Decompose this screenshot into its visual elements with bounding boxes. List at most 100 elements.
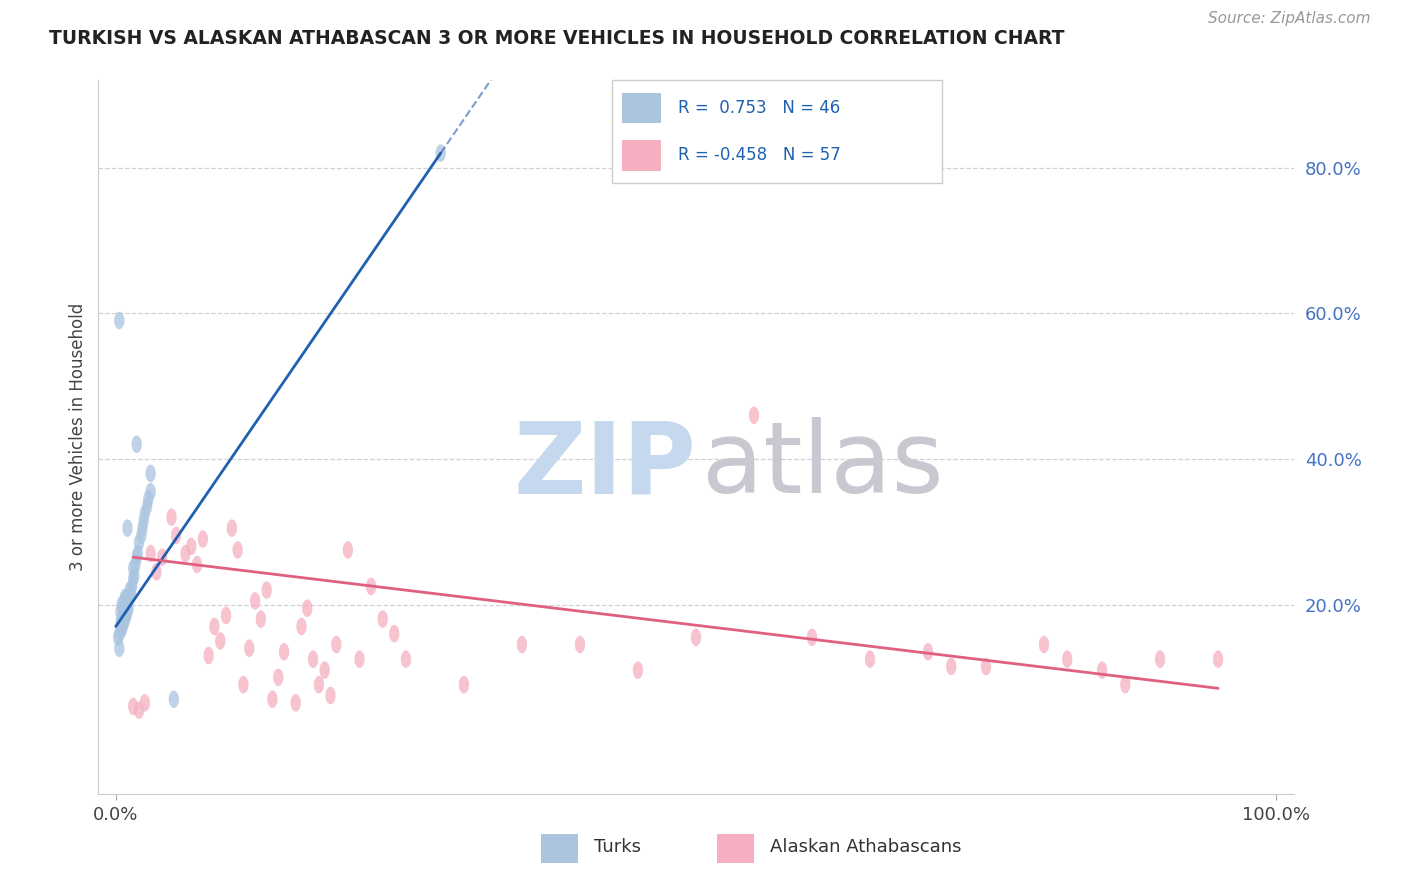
FancyBboxPatch shape <box>621 140 661 170</box>
Point <box>319 689 342 703</box>
Point <box>139 467 162 481</box>
Point <box>111 623 134 637</box>
Point <box>801 630 824 644</box>
Point <box>308 678 330 692</box>
Point <box>226 543 249 558</box>
Point <box>273 645 295 659</box>
Point <box>112 594 135 608</box>
Point <box>371 612 394 626</box>
Point <box>1206 652 1229 666</box>
Point <box>112 605 135 619</box>
Point <box>122 699 145 714</box>
Point <box>180 539 202 553</box>
Point <box>117 521 139 535</box>
FancyBboxPatch shape <box>612 80 942 183</box>
FancyBboxPatch shape <box>717 834 755 863</box>
Point <box>117 594 139 608</box>
Point <box>128 535 150 549</box>
Point <box>110 605 132 619</box>
Point <box>122 561 145 575</box>
Point <box>360 579 382 593</box>
Point <box>124 568 146 582</box>
Point <box>859 652 882 666</box>
Point <box>117 605 139 619</box>
Point <box>108 626 131 640</box>
Point <box>134 696 156 710</box>
Point <box>111 619 134 633</box>
Point <box>204 619 226 633</box>
Point <box>395 652 418 666</box>
Point <box>111 598 134 612</box>
Point <box>124 558 146 572</box>
Point <box>267 670 290 684</box>
Point <box>685 630 707 644</box>
Point <box>120 587 142 601</box>
Point <box>108 641 131 656</box>
Point <box>131 528 153 542</box>
Point <box>115 608 138 623</box>
Text: TURKISH VS ALASKAN ATHABASCAN 3 OR MORE VEHICLES IN HOUSEHOLD CORRELATION CHART: TURKISH VS ALASKAN ATHABASCAN 3 OR MORE … <box>49 29 1064 47</box>
Point <box>131 521 153 535</box>
Point <box>232 678 254 692</box>
Point <box>256 582 278 597</box>
Point <box>186 558 208 572</box>
Point <box>163 692 186 706</box>
Point <box>941 659 963 673</box>
Text: atlas: atlas <box>702 417 943 514</box>
Point <box>349 652 371 666</box>
Text: R = -0.458   N = 57: R = -0.458 N = 57 <box>678 146 841 164</box>
Point <box>1091 663 1114 677</box>
Point <box>125 437 148 451</box>
Point <box>117 591 139 605</box>
Y-axis label: 3 or more Vehicles in Household: 3 or more Vehicles in Household <box>69 303 87 571</box>
Point <box>117 601 139 615</box>
Point <box>127 547 149 561</box>
Point <box>336 543 359 558</box>
Point <box>238 641 260 656</box>
Point <box>111 612 134 626</box>
Point <box>114 612 136 626</box>
Text: ZIP: ZIP <box>513 417 696 514</box>
Point <box>1056 652 1078 666</box>
Point <box>510 638 533 652</box>
Point <box>111 608 134 623</box>
Point <box>1033 638 1056 652</box>
Point <box>325 638 347 652</box>
FancyBboxPatch shape <box>541 834 578 863</box>
Point <box>125 550 148 565</box>
Point <box>215 608 238 623</box>
Text: R =  0.753   N = 46: R = 0.753 N = 46 <box>678 99 839 117</box>
Point <box>115 598 138 612</box>
Text: Alaskan Athabascans: Alaskan Athabascans <box>770 838 962 856</box>
Point <box>160 510 183 524</box>
Point <box>136 491 159 506</box>
Point <box>107 630 129 644</box>
Point <box>110 615 132 630</box>
Point <box>174 547 197 561</box>
Point <box>132 514 155 528</box>
Point <box>128 703 150 717</box>
Text: Source: ZipAtlas.com: Source: ZipAtlas.com <box>1208 11 1371 26</box>
Point <box>974 659 997 673</box>
Point <box>290 619 312 633</box>
Point <box>191 532 214 546</box>
Point <box>121 579 143 593</box>
FancyBboxPatch shape <box>621 93 661 123</box>
Point <box>429 146 451 161</box>
Point <box>118 582 141 597</box>
Point <box>122 572 145 586</box>
Point <box>262 692 284 706</box>
Point <box>284 696 307 710</box>
Point <box>209 634 232 648</box>
Point <box>314 663 336 677</box>
Point <box>150 550 173 565</box>
Point <box>1114 678 1136 692</box>
Point <box>297 601 319 615</box>
Point <box>165 528 187 542</box>
Point <box>250 612 273 626</box>
Point <box>1149 652 1171 666</box>
Point <box>139 547 162 561</box>
Point <box>136 500 159 514</box>
Point <box>114 591 136 605</box>
Point <box>111 601 134 615</box>
